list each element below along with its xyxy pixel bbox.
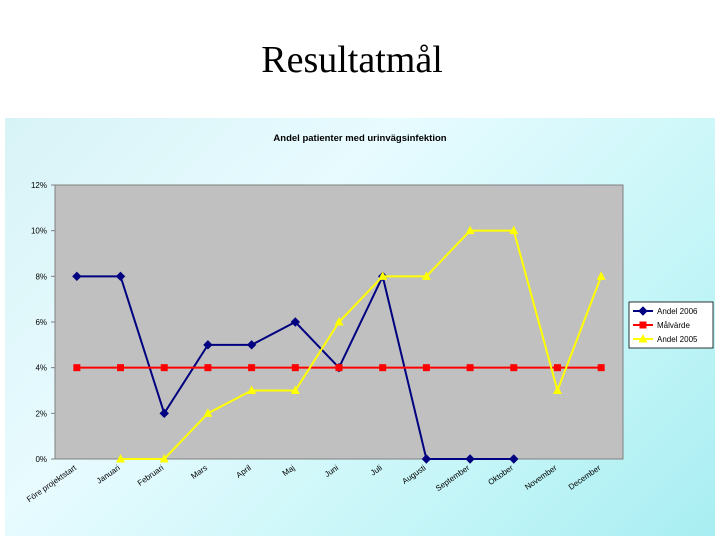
data-point-marker <box>378 271 388 280</box>
y-axis: 0% 2% 4% 6% 8% 10% 12% <box>31 181 55 464</box>
legend-label: Andel 2006 <box>657 307 698 316</box>
data-point-marker <box>117 364 125 372</box>
data-point-marker <box>552 385 562 394</box>
data-point-marker <box>159 454 169 463</box>
data-point-marker <box>115 271 126 282</box>
x-tick-label: Före projektstart <box>25 463 79 504</box>
data-point-marker <box>638 334 648 343</box>
data-point-marker <box>248 364 256 372</box>
x-tick-label: September <box>434 463 471 493</box>
legend-label: Målvärde <box>657 321 690 330</box>
data-point-marker <box>72 271 82 282</box>
data-point-marker <box>421 454 432 464</box>
data-point-marker <box>638 306 648 316</box>
x-tick-label: December <box>567 463 603 492</box>
data-point-marker <box>597 364 605 372</box>
series-layer <box>72 225 606 464</box>
x-tick-label: Juli <box>369 463 384 477</box>
data-point-marker <box>466 364 474 372</box>
data-point-marker <box>639 321 647 329</box>
data-point-marker <box>334 317 344 326</box>
data-point-marker <box>596 271 606 280</box>
y-tick-label: 2% <box>35 409 47 418</box>
y-tick-label: 8% <box>35 272 47 281</box>
slide-title: Resultatmål <box>261 39 443 81</box>
data-point-marker <box>160 364 168 372</box>
data-point-marker <box>335 364 343 372</box>
x-tick-label: Mars <box>189 463 209 481</box>
data-point-marker <box>509 454 519 464</box>
data-point-marker <box>247 385 257 394</box>
x-tick-label: Augusti <box>401 463 428 486</box>
x-tick-label: Oktober <box>486 463 515 487</box>
data-point-marker <box>291 364 299 372</box>
data-point-marker <box>379 364 387 372</box>
data-point-marker <box>465 454 475 464</box>
data-point-marker <box>73 364 81 372</box>
x-tick-label: Maj <box>281 463 297 478</box>
data-point-marker <box>159 408 169 419</box>
data-point-marker <box>246 340 257 350</box>
data-point-marker <box>116 454 126 463</box>
x-tick-label: April <box>234 463 252 480</box>
y-tick-label: 0% <box>35 455 47 464</box>
data-point-marker <box>290 317 301 327</box>
x-tick-label: Februari <box>136 463 166 488</box>
data-point-marker <box>290 385 300 394</box>
y-tick-label: 10% <box>31 227 47 236</box>
series-line <box>120 229 603 460</box>
legend-label: Andel 2005 <box>657 335 698 344</box>
x-tick-label: Juni <box>323 463 340 479</box>
data-point-marker <box>510 364 518 372</box>
data-point-marker <box>203 408 213 417</box>
data-point-marker <box>465 225 475 235</box>
legend: Andel 2006 Målvärde Andel 2005 <box>628 301 714 349</box>
x-tick-label: November <box>523 463 559 492</box>
data-point-marker <box>203 340 213 350</box>
x-tick-label: Januari <box>95 463 122 486</box>
x-axis: Före projektstart Januari Februari Mars Apri… <box>25 463 602 504</box>
chart-title: Andel patienter med urinvägsinfektion <box>273 133 446 144</box>
data-point-marker <box>204 364 212 372</box>
data-point-marker <box>509 225 519 235</box>
y-tick-label: 12% <box>31 181 47 190</box>
data-point-marker <box>422 364 430 372</box>
data-point-marker <box>553 364 561 372</box>
y-tick-label: 6% <box>35 318 47 327</box>
data-point-marker <box>421 271 431 280</box>
y-tick-label: 4% <box>35 364 47 373</box>
